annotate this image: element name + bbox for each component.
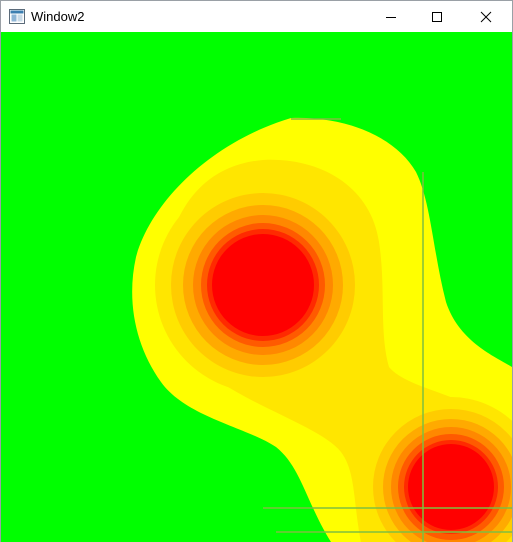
maximize-icon	[432, 12, 442, 22]
minimize-icon	[386, 17, 396, 18]
window-title: Window2	[31, 9, 85, 24]
close-button[interactable]	[463, 1, 509, 32]
grid-lines	[263, 118, 512, 542]
heatmap-hotspot-upper	[155, 177, 371, 393]
ring	[408, 444, 494, 530]
heatmap-canvas[interactable]	[1, 32, 512, 542]
title-bar[interactable]: Window2	[1, 1, 512, 32]
close-icon	[480, 11, 492, 23]
minimize-button[interactable]	[368, 1, 414, 32]
app-icon	[9, 9, 25, 24]
ring	[212, 234, 314, 336]
heatmap-graphic	[1, 32, 512, 542]
heatmap-hotspot-lower	[361, 397, 512, 542]
maximize-button[interactable]	[414, 1, 460, 32]
